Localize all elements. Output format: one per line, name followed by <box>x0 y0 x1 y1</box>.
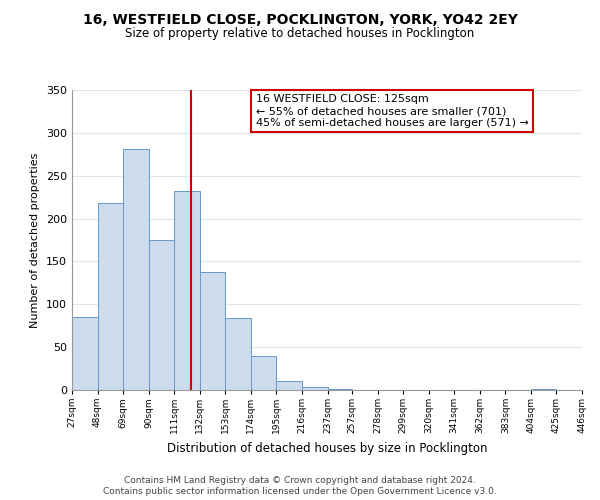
Text: Contains public sector information licensed under the Open Government Licence v3: Contains public sector information licen… <box>103 488 497 496</box>
Text: Contains HM Land Registry data © Crown copyright and database right 2024.: Contains HM Land Registry data © Crown c… <box>124 476 476 485</box>
Text: Size of property relative to detached houses in Pocklington: Size of property relative to detached ho… <box>125 28 475 40</box>
Bar <box>328 389 352 390</box>
Bar <box>174 191 200 390</box>
Bar <box>72 317 98 390</box>
Bar <box>251 356 277 390</box>
Text: 16, WESTFIELD CLOSE, POCKLINGTON, YORK, YO42 2EY: 16, WESTFIELD CLOSE, POCKLINGTON, YORK, … <box>83 12 517 26</box>
Bar <box>149 240 174 390</box>
X-axis label: Distribution of detached houses by size in Pocklington: Distribution of detached houses by size … <box>167 442 487 454</box>
Bar <box>98 203 123 390</box>
Bar <box>531 389 556 390</box>
Text: 16 WESTFIELD CLOSE: 125sqm
← 55% of detached houses are smaller (701)
45% of sem: 16 WESTFIELD CLOSE: 125sqm ← 55% of deta… <box>256 94 529 128</box>
Bar <box>123 149 149 390</box>
Bar <box>302 386 328 390</box>
Y-axis label: Number of detached properties: Number of detached properties <box>31 152 40 328</box>
Bar <box>200 272 226 390</box>
Bar <box>226 318 251 390</box>
Bar <box>277 380 302 390</box>
